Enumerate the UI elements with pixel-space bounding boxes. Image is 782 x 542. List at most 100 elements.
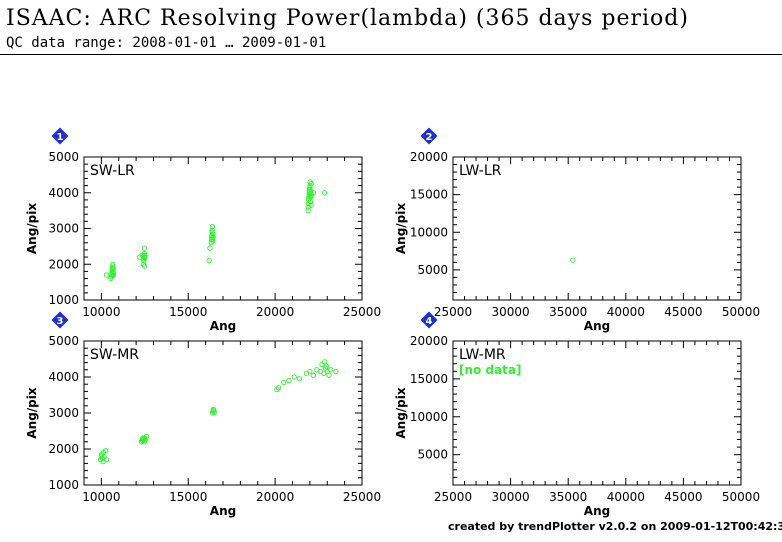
data-point xyxy=(110,265,117,272)
x-tick-label: 35000 xyxy=(549,305,587,319)
y-tick-label: 5000 xyxy=(417,448,448,462)
data-point xyxy=(103,457,110,463)
panel-badge-icon xyxy=(420,127,438,145)
y-tick-label: 15000 xyxy=(410,372,448,386)
x-tick-label: 45000 xyxy=(664,305,702,319)
data-point xyxy=(141,256,147,262)
x-axis-label: Ang xyxy=(210,319,236,333)
data-point xyxy=(275,385,282,391)
data-point xyxy=(328,367,334,373)
x-tick-label: 25000 xyxy=(434,305,472,319)
data-point xyxy=(103,448,109,454)
data-point xyxy=(210,234,216,241)
data-point xyxy=(109,266,115,273)
y-tick-label: 20000 xyxy=(410,334,448,348)
x-axis-label: Ang xyxy=(584,504,610,518)
footer-credit: created by trendPlotter v2.0.2 on 2009-0… xyxy=(448,520,782,533)
title-divider xyxy=(0,54,782,55)
y-tick-label: 5000 xyxy=(48,334,79,348)
data-point xyxy=(209,227,215,233)
data-point xyxy=(207,245,213,251)
data-point xyxy=(141,245,148,251)
x-tick-label: 40000 xyxy=(607,305,645,319)
plot-frame xyxy=(452,340,742,486)
data-point xyxy=(211,409,217,415)
data-point xyxy=(281,379,287,386)
y-tick-label: 10000 xyxy=(410,225,448,239)
panel-badge-number: 3 xyxy=(57,316,64,327)
y-tick-label: 5000 xyxy=(48,150,79,164)
x-tick-label: 15000 xyxy=(169,490,207,504)
panel-label: SW-MR xyxy=(90,347,139,363)
data-point xyxy=(143,437,149,443)
data-point xyxy=(209,224,216,230)
panel-badge-icon xyxy=(420,311,438,329)
x-tick-label: 10000 xyxy=(82,305,120,319)
data-point xyxy=(319,361,325,368)
x-tick-label: 40000 xyxy=(607,490,645,504)
x-tick-label: 45000 xyxy=(664,490,702,504)
y-tick-label: 2000 xyxy=(48,442,79,456)
data-point xyxy=(291,374,297,380)
page-subtitle: QC data range: 2008-01-01 … 2009-01-01 xyxy=(6,35,327,51)
x-tick-label: 30000 xyxy=(492,490,530,504)
data-point xyxy=(308,202,314,208)
data-point xyxy=(211,407,217,413)
no-data-note: [no data] xyxy=(459,363,521,377)
data-point xyxy=(206,258,212,264)
x-tick-label: 20000 xyxy=(256,490,294,504)
x-tick-label: 15000 xyxy=(169,305,207,319)
panel-badge-number: 4 xyxy=(426,316,433,327)
y-tick-label: 20000 xyxy=(410,150,448,164)
data-point xyxy=(142,253,148,259)
data-point xyxy=(209,238,216,244)
y-tick-label: 1000 xyxy=(48,478,79,492)
data-point xyxy=(310,372,316,378)
plot-panel-4: 4 25000 30000 35000 40000 45000 50000 5000 10000… xyxy=(394,311,760,518)
data-point xyxy=(321,359,328,365)
panel-label: LW-LR xyxy=(459,163,502,179)
page-title: ISAAC: ARC Resolving Power(lambda) (365 … xyxy=(6,6,689,31)
x-tick-label: 30000 xyxy=(492,305,530,319)
data-point xyxy=(110,263,116,269)
y-tick-label: 4000 xyxy=(48,370,79,384)
data-point xyxy=(140,258,147,264)
x-tick-label: 50000 xyxy=(722,305,760,319)
x-tick-label: 20000 xyxy=(256,305,294,319)
x-tick-label: 25000 xyxy=(434,490,472,504)
x-axis-label: Ang xyxy=(584,319,610,333)
plot-panel-1: 1 10000 15000 20000 25000 1000 2000 3000 4000 500… xyxy=(25,127,381,333)
data-point xyxy=(296,376,303,382)
data-point xyxy=(142,255,148,261)
data-point xyxy=(141,252,147,258)
plot-frame xyxy=(452,156,742,301)
plot-panel-3: 3 10000 15000 20000 25000 1000 2000 3000 4000 500… xyxy=(25,311,381,518)
y-tick-label: 2000 xyxy=(48,257,79,271)
data-point xyxy=(103,272,110,278)
x-tick-label: 25000 xyxy=(343,305,381,319)
data-point xyxy=(321,190,328,196)
data-point xyxy=(307,194,314,200)
y-tick-label: 3000 xyxy=(48,222,79,236)
y-tick-label: 5000 xyxy=(417,263,448,277)
y-tick-label: 15000 xyxy=(410,188,448,202)
y-axis-label: Ang/pix xyxy=(25,203,39,255)
data-point xyxy=(143,433,150,440)
data-point xyxy=(308,181,314,187)
data-point xyxy=(305,207,311,214)
panel-badge-number: 2 xyxy=(426,132,433,143)
data-point xyxy=(141,263,148,269)
y-tick-label: 10000 xyxy=(410,410,448,424)
data-point xyxy=(326,372,332,378)
x-tick-label: 10000 xyxy=(82,490,120,504)
y-axis-label: Ang/pix xyxy=(394,203,408,255)
panel-label: SW-LR xyxy=(90,163,135,179)
data-point xyxy=(570,257,576,263)
data-point xyxy=(110,271,117,277)
data-point xyxy=(307,368,313,375)
x-tick-label: 50000 xyxy=(722,490,760,504)
y-tick-label: 4000 xyxy=(48,186,79,200)
data-point xyxy=(286,377,292,384)
data-point xyxy=(101,454,107,460)
